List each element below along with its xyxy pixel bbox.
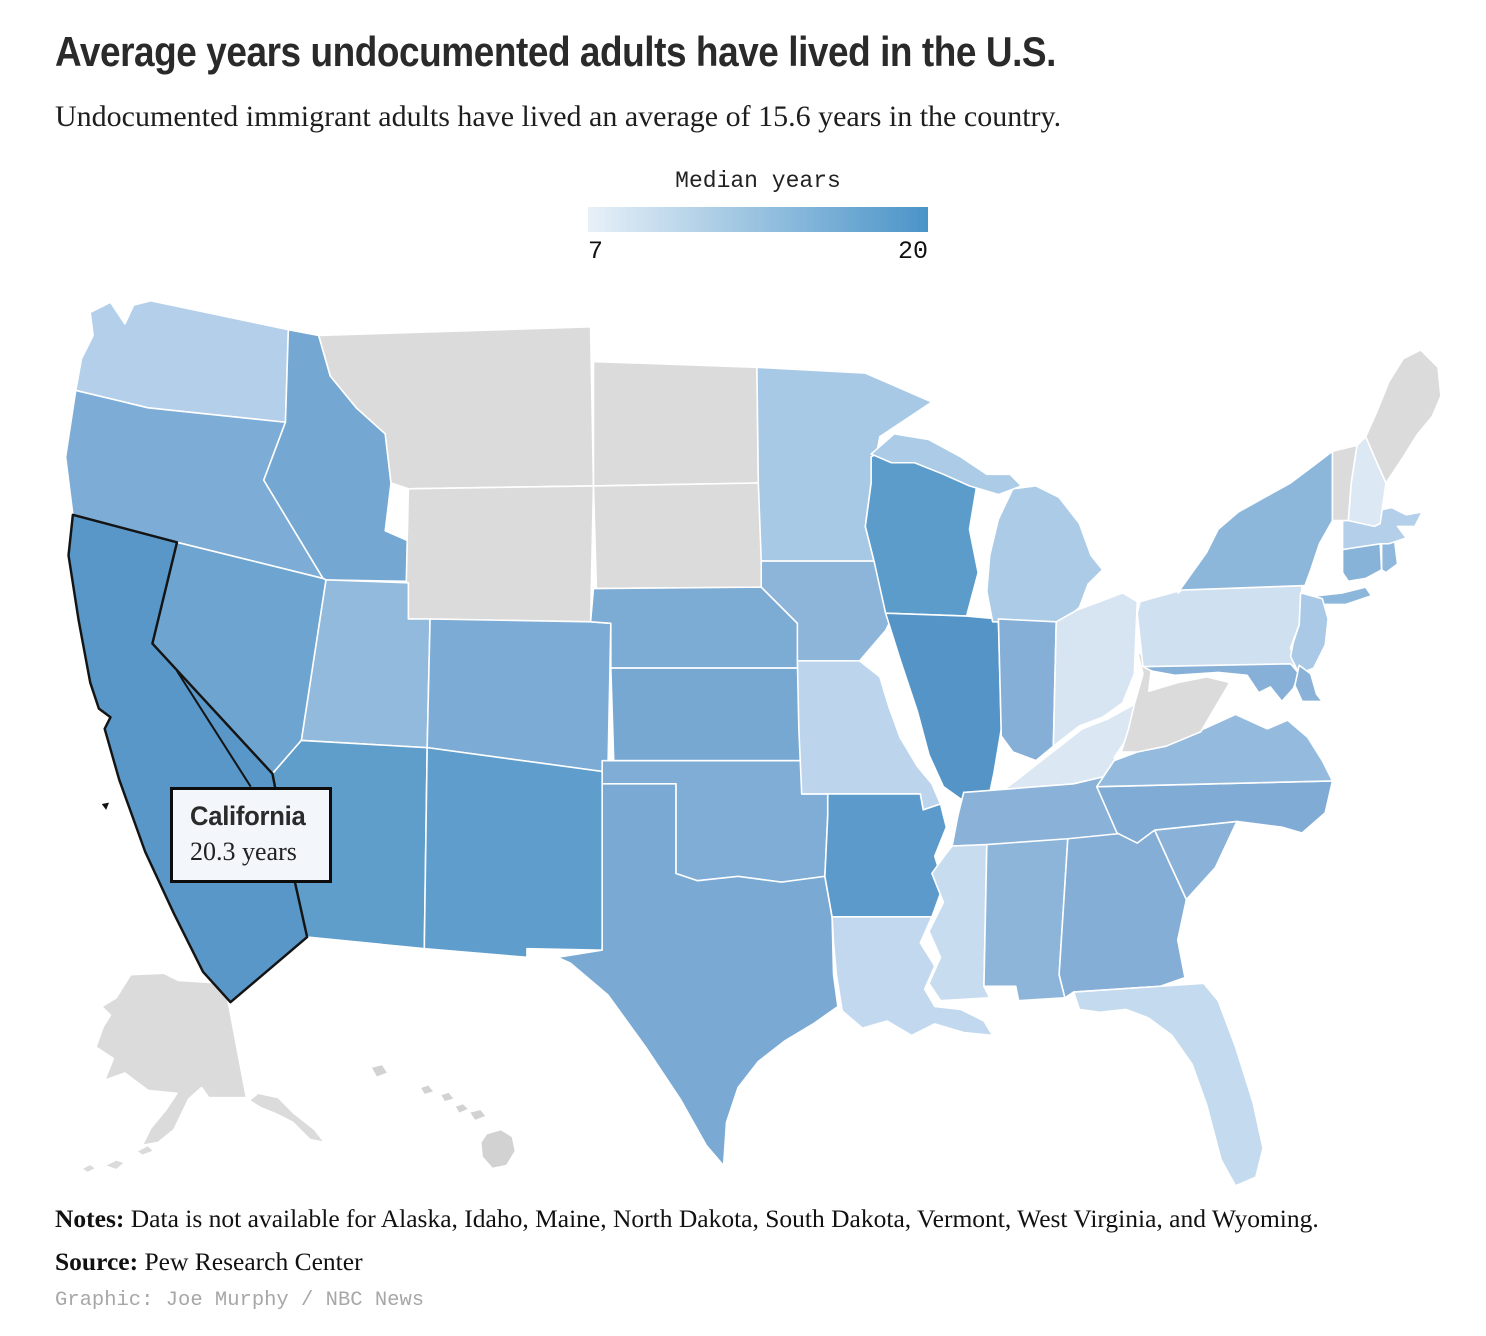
state-CO[interactable] xyxy=(426,618,612,774)
state-SD[interactable] xyxy=(592,482,771,590)
state-TX[interactable] xyxy=(556,783,839,1167)
state-NE[interactable] xyxy=(589,586,803,669)
state-HI[interactable] xyxy=(439,1091,456,1103)
state-PA[interactable] xyxy=(1136,584,1303,668)
legend-min-label: 7 xyxy=(588,237,604,266)
state-WV[interactable] xyxy=(1120,649,1231,753)
state-HI[interactable] xyxy=(468,1108,488,1122)
state-tooltip: California 20.3 years xyxy=(170,787,332,883)
state-NM[interactable] xyxy=(423,746,609,959)
state-LA[interactable] xyxy=(831,916,994,1037)
state-OH[interactable] xyxy=(1052,592,1139,747)
state-DE[interactable] xyxy=(1294,664,1324,703)
tooltip-value: 20.3 years xyxy=(190,837,297,866)
channel-island-marker xyxy=(101,802,110,810)
notes-line: Notes: Data is not available for Alaska,… xyxy=(55,1202,1319,1236)
state-WY[interactable] xyxy=(404,485,595,623)
credit-line: Graphic: Joe Murphy / NBC News xyxy=(55,1289,425,1312)
state-MI[interactable] xyxy=(986,485,1104,625)
footer: Notes: Data is not available for Alaska,… xyxy=(55,1202,1319,1312)
state-HI[interactable] xyxy=(479,1128,517,1170)
state-AK[interactable] xyxy=(248,1092,326,1144)
source-label: Source: xyxy=(55,1247,139,1276)
state-HI[interactable] xyxy=(369,1063,389,1079)
state-MO[interactable] xyxy=(796,660,942,811)
state-ME[interactable] xyxy=(1364,349,1442,484)
state-NC[interactable] xyxy=(1095,780,1334,844)
page-subtitle: Undocumented immigrant adults have lived… xyxy=(55,100,1062,133)
source-text: Pew Research Center xyxy=(138,1247,363,1276)
state-RI[interactable] xyxy=(1380,540,1399,574)
state-NY[interactable] xyxy=(1315,586,1373,606)
state-AR[interactable] xyxy=(824,793,948,918)
notes-label: Notes: xyxy=(55,1204,125,1233)
map-container xyxy=(60,295,1448,1235)
state-NY[interactable] xyxy=(1176,450,1334,594)
state-HI[interactable] xyxy=(419,1083,436,1096)
state-ND[interactable] xyxy=(592,360,760,487)
page-title: Average years undocumented adults have l… xyxy=(55,28,1056,75)
state-HI[interactable] xyxy=(453,1102,470,1115)
state-AK[interactable] xyxy=(95,972,248,1147)
state-AK[interactable] xyxy=(80,1163,97,1174)
notes-text: Data is not available for Alaska, Idaho,… xyxy=(124,1204,1319,1233)
state-MI[interactable] xyxy=(870,433,1023,496)
tooltip-leader-line xyxy=(176,670,252,788)
legend-labels: 7 20 xyxy=(588,237,928,266)
state-AK[interactable] xyxy=(103,1159,126,1171)
color-legend: Median years 7 20 xyxy=(588,168,928,266)
state-AK[interactable] xyxy=(135,1144,155,1157)
state-MS[interactable] xyxy=(928,843,991,1002)
legend-max-label: 20 xyxy=(897,237,928,266)
state-IN[interactable] xyxy=(997,618,1058,762)
state-AL[interactable] xyxy=(983,837,1069,1002)
tooltip-state-name: California xyxy=(190,801,306,831)
source-line: Source: Pew Research Center xyxy=(55,1245,1319,1279)
legend-gradient-bar xyxy=(588,207,928,232)
legend-title: Median years xyxy=(675,168,841,194)
state-FL[interactable] xyxy=(1072,982,1264,1187)
state-MT[interactable] xyxy=(317,326,595,490)
us-choropleth-map[interactable] xyxy=(60,295,1448,1235)
state-KS[interactable] xyxy=(610,667,807,762)
